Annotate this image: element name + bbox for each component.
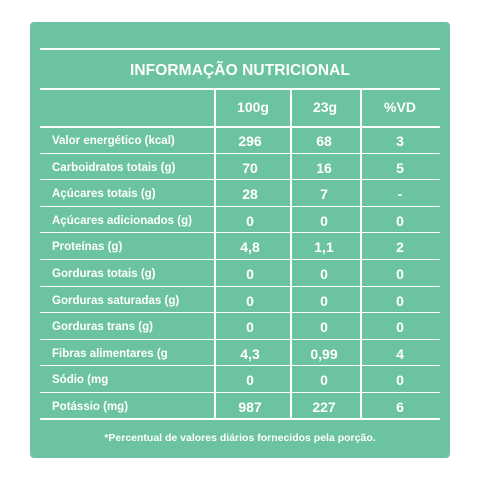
value-23g: 0 [320, 292, 328, 309]
value-23g: 68 [316, 133, 332, 149]
value-vd: 0 [396, 292, 404, 309]
value-100g: 0 [246, 212, 254, 229]
value-23g: 227 [312, 399, 336, 415]
value-23g: 0 [320, 319, 328, 336]
value-100g: 0 [246, 292, 254, 309]
row-rule [40, 205, 440, 207]
value-vd: 0 [396, 372, 404, 389]
value-vd: 3 [396, 133, 404, 149]
footnote: *Percentual de valores diários fornecido… [104, 432, 376, 444]
title-rule [40, 88, 440, 90]
row-label: Açúcares adicionados (g) [52, 214, 192, 227]
header-rule [40, 126, 440, 128]
value-vd: 6 [396, 399, 404, 415]
top-rule [40, 48, 440, 50]
value-vd: - [397, 186, 403, 203]
column-header-vd: %VD [384, 99, 416, 115]
row-rule [40, 152, 440, 154]
value-vd: 0 [396, 319, 404, 336]
value-100g: 4,3 [240, 345, 260, 362]
row-rule [40, 232, 440, 234]
value-100g: 70 [242, 159, 258, 176]
value-100g: 4,8 [240, 239, 260, 256]
row-label: Potássio (mg) [52, 401, 129, 413]
value-100g: 0 [246, 319, 254, 336]
value-23g: 1,1 [314, 239, 334, 256]
row-label: Carboidratos totais (g) [52, 161, 176, 174]
row-rule [40, 285, 440, 287]
table-title: INFORMAÇÃO NUTRICIONAL [129, 62, 351, 79]
value-23g: 0,99 [310, 345, 338, 362]
value-100g: 296 [238, 133, 262, 149]
value-100g: 987 [238, 399, 262, 415]
value-23g: 0 [320, 372, 328, 389]
value-100g: 28 [242, 186, 258, 203]
row-label: Gorduras totais (g) [52, 268, 156, 280]
row-rule [40, 392, 440, 393]
row-label: Proteínas (g) [52, 241, 123, 254]
bottom-rule [40, 418, 440, 420]
value-vd: 0 [396, 266, 404, 282]
value-23g: 0 [320, 212, 328, 229]
row-label: Valor energético (kcal) [52, 135, 175, 147]
value-100g: 0 [246, 266, 254, 282]
row-label: Sódio (mg [52, 374, 109, 387]
row-rule [40, 312, 440, 314]
value-vd: 4 [396, 345, 404, 362]
column-header-100g: 100g [237, 99, 269, 115]
row-rule [40, 259, 440, 260]
row-rule [40, 365, 440, 367]
column-header-23g: 23g [312, 99, 338, 115]
row-label: Fibras alimentares (g [52, 347, 168, 360]
value-23g: 0 [320, 266, 328, 282]
row-rule [40, 338, 440, 340]
column-divider [214, 90, 216, 420]
row-label: Açúcares totais (g) [52, 188, 156, 201]
value-100g: 0 [246, 372, 254, 389]
value-23g: 7 [320, 186, 328, 203]
value-vd: 2 [396, 239, 404, 256]
row-label: Gorduras saturadas (g) [52, 294, 180, 307]
value-vd: 0 [396, 212, 404, 229]
value-vd: 5 [396, 159, 404, 176]
row-label: Gorduras trans (g) [52, 321, 153, 334]
column-divider [290, 90, 292, 420]
nutrition-table: INFORMAÇÃO NUTRICIONAL 100g 23g %VD Valo… [30, 22, 450, 458]
value-23g: 16 [316, 159, 332, 176]
row-rule [40, 179, 440, 181]
column-divider [360, 90, 362, 420]
